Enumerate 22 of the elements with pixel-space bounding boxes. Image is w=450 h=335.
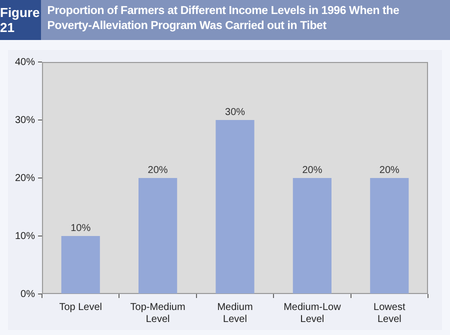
- y-tick-label: 30%: [15, 114, 36, 126]
- x-tick-label: Medium-Low Level: [284, 302, 342, 325]
- bar: [292, 178, 332, 294]
- bar: [61, 236, 100, 294]
- x-tick-label: Medium Level: [217, 302, 253, 325]
- data-label: 20%: [148, 164, 168, 176]
- x-tick-label: Top-Medium Level: [130, 302, 186, 325]
- bar: [216, 120, 254, 294]
- bar: [138, 178, 178, 294]
- data-label: 30%: [225, 106, 246, 118]
- bar: [370, 178, 409, 294]
- data-label: 20%: [379, 164, 400, 176]
- y-tick-label: 10%: [15, 230, 36, 242]
- data-label: 10%: [70, 222, 91, 234]
- x-tick-label: Top Level: [59, 302, 102, 313]
- caption: Figure 21: [0, 0, 42, 40]
- y-tick-label: 20%: [15, 172, 36, 184]
- y-tick-label: 0%: [20, 288, 36, 300]
- chart-title: Proportion of Farmers at Different Income Levels in 1996 When the Poverty-Alleviation Program Was Carried out in Tibet: [46, 4, 400, 34]
- data-label: 20%: [302, 164, 322, 176]
- y-tick-label: 40%: [15, 56, 36, 68]
- x-tick-label: Lowest Level: [374, 302, 406, 325]
